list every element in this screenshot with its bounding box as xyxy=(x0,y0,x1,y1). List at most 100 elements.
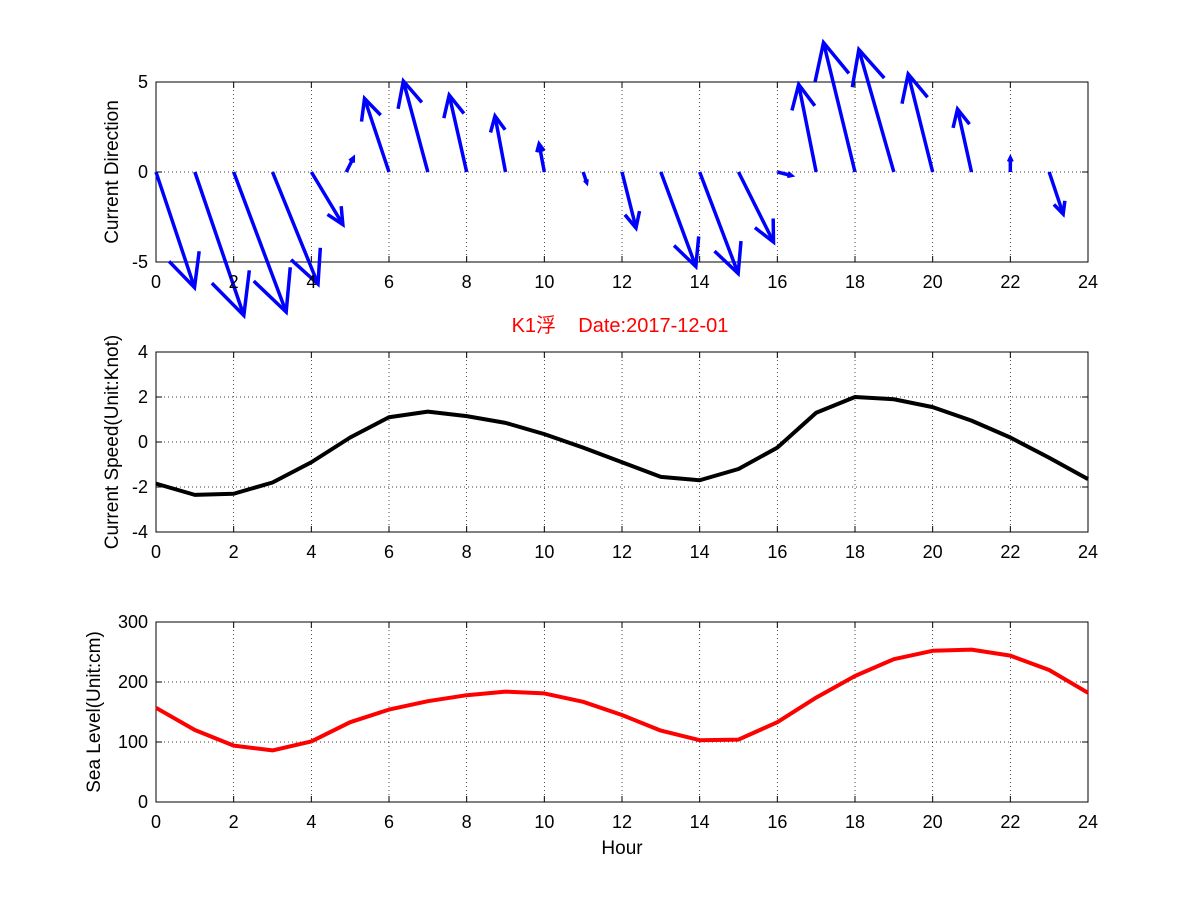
quiver-arrow xyxy=(659,171,701,271)
x-tick-label: 24 xyxy=(1078,542,1098,562)
x-tick-label: 12 xyxy=(612,272,632,292)
quiver-arrow xyxy=(232,171,292,316)
current-direction-panel: 0 2 4 6 8 10 12 14 16 18 20 22 24-505 Current Direct… xyxy=(102,38,1098,320)
arrow-head xyxy=(672,236,701,271)
y-tick-label: -2 xyxy=(132,477,148,497)
x-tick-label: 16 xyxy=(767,812,787,832)
arrow-shaft xyxy=(1047,171,1065,215)
x-tick-label: 4 xyxy=(306,272,316,292)
x-tick-label: 10 xyxy=(534,542,554,562)
quiver-arrow xyxy=(790,80,818,173)
x-tick-label: 0 xyxy=(151,542,161,562)
arrow-shaft xyxy=(537,143,547,173)
quiver-arrow xyxy=(488,112,508,173)
arrow-shaft xyxy=(309,171,345,226)
x-tick-label: 24 xyxy=(1078,812,1098,832)
arrow-shaft xyxy=(857,49,896,173)
arrow-shaft xyxy=(906,73,935,173)
grid-lines xyxy=(156,352,1088,532)
x-tick-label: 2 xyxy=(229,542,239,562)
x-tick-label: 8 xyxy=(462,812,472,832)
quiver-arrow xyxy=(698,171,743,278)
quiver-arrows xyxy=(154,38,1067,320)
y-tick-label: 0 xyxy=(138,792,148,812)
x-tick-label: 14 xyxy=(690,272,710,292)
x-tick-label: 22 xyxy=(1000,272,1020,292)
arrow-head xyxy=(1006,153,1014,163)
x-tick-label: 0 xyxy=(151,812,161,832)
x-tick-label: 14 xyxy=(690,812,710,832)
x-tick-label: 2 xyxy=(229,272,239,292)
arrow-shaft xyxy=(620,171,638,229)
y-tick-label: 0 xyxy=(138,162,148,182)
arrow-head xyxy=(535,140,546,153)
x-tick-label: 6 xyxy=(384,542,394,562)
sea-level-series xyxy=(155,647,1090,753)
quiver-arrow xyxy=(736,171,776,246)
x-tick-label: 16 xyxy=(767,542,787,562)
quiver-arrow xyxy=(813,38,857,173)
arrow-head xyxy=(326,206,345,228)
y-axis-label: Current Speed(Unit:Knot) xyxy=(102,335,123,549)
x-tick-label: 10 xyxy=(534,812,554,832)
y-tick-label: -5 xyxy=(132,252,148,272)
quiver-arrow xyxy=(396,77,430,173)
x-tick-label: 4 xyxy=(306,812,316,832)
x-tick-label: 2 xyxy=(229,812,239,832)
arrow-head xyxy=(167,251,201,292)
arrow-shaft xyxy=(362,97,391,173)
x-tick-label: 6 xyxy=(384,272,394,292)
arrow-shaft xyxy=(955,108,974,173)
quiver-arrow xyxy=(951,105,974,173)
y-tick-label: 100 xyxy=(118,732,148,752)
quiver-arrow xyxy=(581,171,589,187)
y-tick-label: 300 xyxy=(118,612,148,632)
arrow-shaft xyxy=(821,42,857,173)
x-tick-label: 8 xyxy=(462,542,472,562)
arrow-shaft xyxy=(270,171,320,285)
x-tick-label: 6 xyxy=(384,812,394,832)
y-axis-label: Current Direction xyxy=(102,100,123,244)
quiver-arrow xyxy=(309,171,345,228)
arrow-head xyxy=(210,270,252,320)
quiver-arrow xyxy=(344,154,356,173)
axis-ticks: 0 2 4 6 8 10 12 14 16 18 20 22 24-505 xyxy=(132,72,1098,292)
arrow-head xyxy=(488,112,507,133)
arrow-head xyxy=(850,45,886,88)
x-tick-label: 22 xyxy=(1000,542,1020,562)
arrow-head xyxy=(252,267,292,316)
y-tick-label: 200 xyxy=(118,672,148,692)
arrow-shaft xyxy=(447,94,469,173)
quiver-arrow xyxy=(359,94,391,173)
arrow-head xyxy=(713,240,743,278)
y-tick-label: 4 xyxy=(138,342,148,362)
quiver-arrow xyxy=(442,91,469,173)
y-tick-label: 5 xyxy=(138,72,148,92)
x-tick-label: 18 xyxy=(845,272,865,292)
quiver-arrow xyxy=(535,140,547,173)
arrow-head xyxy=(813,38,851,82)
x-tick-label: 16 xyxy=(767,272,787,292)
arrow-head xyxy=(442,91,466,119)
x-tick-label: 24 xyxy=(1078,272,1098,292)
arrow-head xyxy=(623,210,642,232)
x-tick-label: 12 xyxy=(612,812,632,832)
y-axis-label: Sea Level(Unit:cm) xyxy=(84,631,105,793)
x-tick-label: 20 xyxy=(923,542,943,562)
x-tick-label: 22 xyxy=(1000,812,1020,832)
arrow-head xyxy=(900,70,929,105)
quiver-arrow xyxy=(193,171,252,320)
x-tick-label: 18 xyxy=(845,542,865,562)
x-tick-label: 4 xyxy=(306,542,316,562)
grid-lines xyxy=(156,622,1088,802)
quiver-arrow xyxy=(900,70,935,173)
x-tick-label: 8 xyxy=(462,272,472,292)
arrow-shaft xyxy=(659,171,698,268)
x-tick-label: 0 xyxy=(151,272,161,292)
y-tick-label: 2 xyxy=(138,387,148,407)
arrow-head xyxy=(786,171,796,179)
